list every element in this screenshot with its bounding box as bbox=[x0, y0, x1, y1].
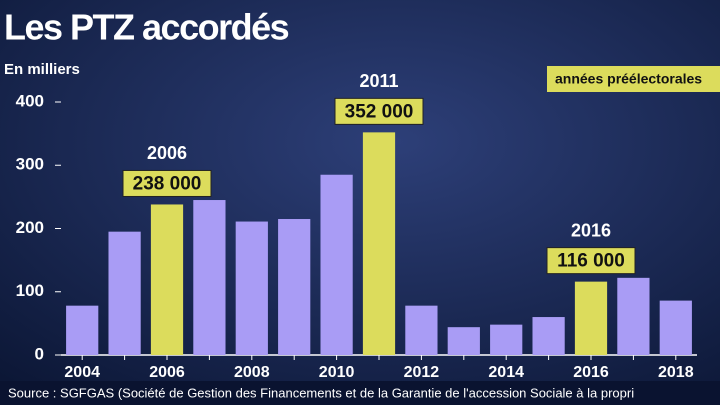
value-label: 352 000 bbox=[345, 101, 414, 122]
y-tick-label: 200 bbox=[16, 218, 44, 237]
y-tick-label: 300 bbox=[16, 155, 44, 174]
value-label-box bbox=[334, 97, 424, 125]
legend-swatch bbox=[547, 66, 720, 92]
bar bbox=[447, 327, 480, 355]
value-label: 238 000 bbox=[133, 173, 202, 194]
x-tick-label: 2010 bbox=[319, 364, 355, 381]
x-tick-label: 2004 bbox=[64, 364, 100, 381]
source: Source : SGFGAS (Société de Gestion des … bbox=[8, 385, 634, 400]
bar bbox=[108, 231, 141, 355]
value-label-box bbox=[122, 169, 212, 197]
x-tick-label: 2014 bbox=[488, 364, 524, 381]
source-band bbox=[0, 381, 720, 405]
bar bbox=[362, 132, 396, 355]
bar bbox=[66, 305, 99, 355]
x-tick-label: 2016 bbox=[573, 364, 609, 381]
bar bbox=[150, 204, 184, 355]
x-tick-label: 2006 bbox=[149, 364, 185, 381]
value-label-year: 2011 bbox=[359, 71, 398, 91]
value-label-year: 2006 bbox=[147, 143, 187, 163]
value-label: 116 000 bbox=[557, 251, 625, 272]
bar bbox=[235, 221, 268, 355]
y-tick-label: 100 bbox=[16, 281, 44, 300]
y-tick-label: 400 bbox=[16, 91, 44, 110]
y-tick-label: 0 bbox=[35, 344, 44, 363]
x-tick-label: 2018 bbox=[658, 364, 694, 381]
value-label-year: 2016 bbox=[571, 220, 611, 240]
bar bbox=[405, 305, 438, 355]
bar bbox=[193, 200, 226, 355]
bar bbox=[532, 317, 565, 355]
chart-title: Les PTZ accordés bbox=[4, 7, 289, 48]
legend-label: années préélectorales bbox=[555, 71, 702, 87]
chart-subtitle: En milliers bbox=[4, 61, 80, 78]
bar bbox=[617, 277, 650, 355]
x-tick-label: 2008 bbox=[234, 364, 270, 381]
bar bbox=[320, 174, 353, 355]
value-label-box bbox=[546, 247, 636, 275]
bar bbox=[659, 300, 692, 355]
bar bbox=[574, 281, 608, 355]
bar bbox=[278, 219, 311, 355]
bar bbox=[490, 324, 523, 355]
x-tick-label: 2012 bbox=[404, 364, 440, 381]
